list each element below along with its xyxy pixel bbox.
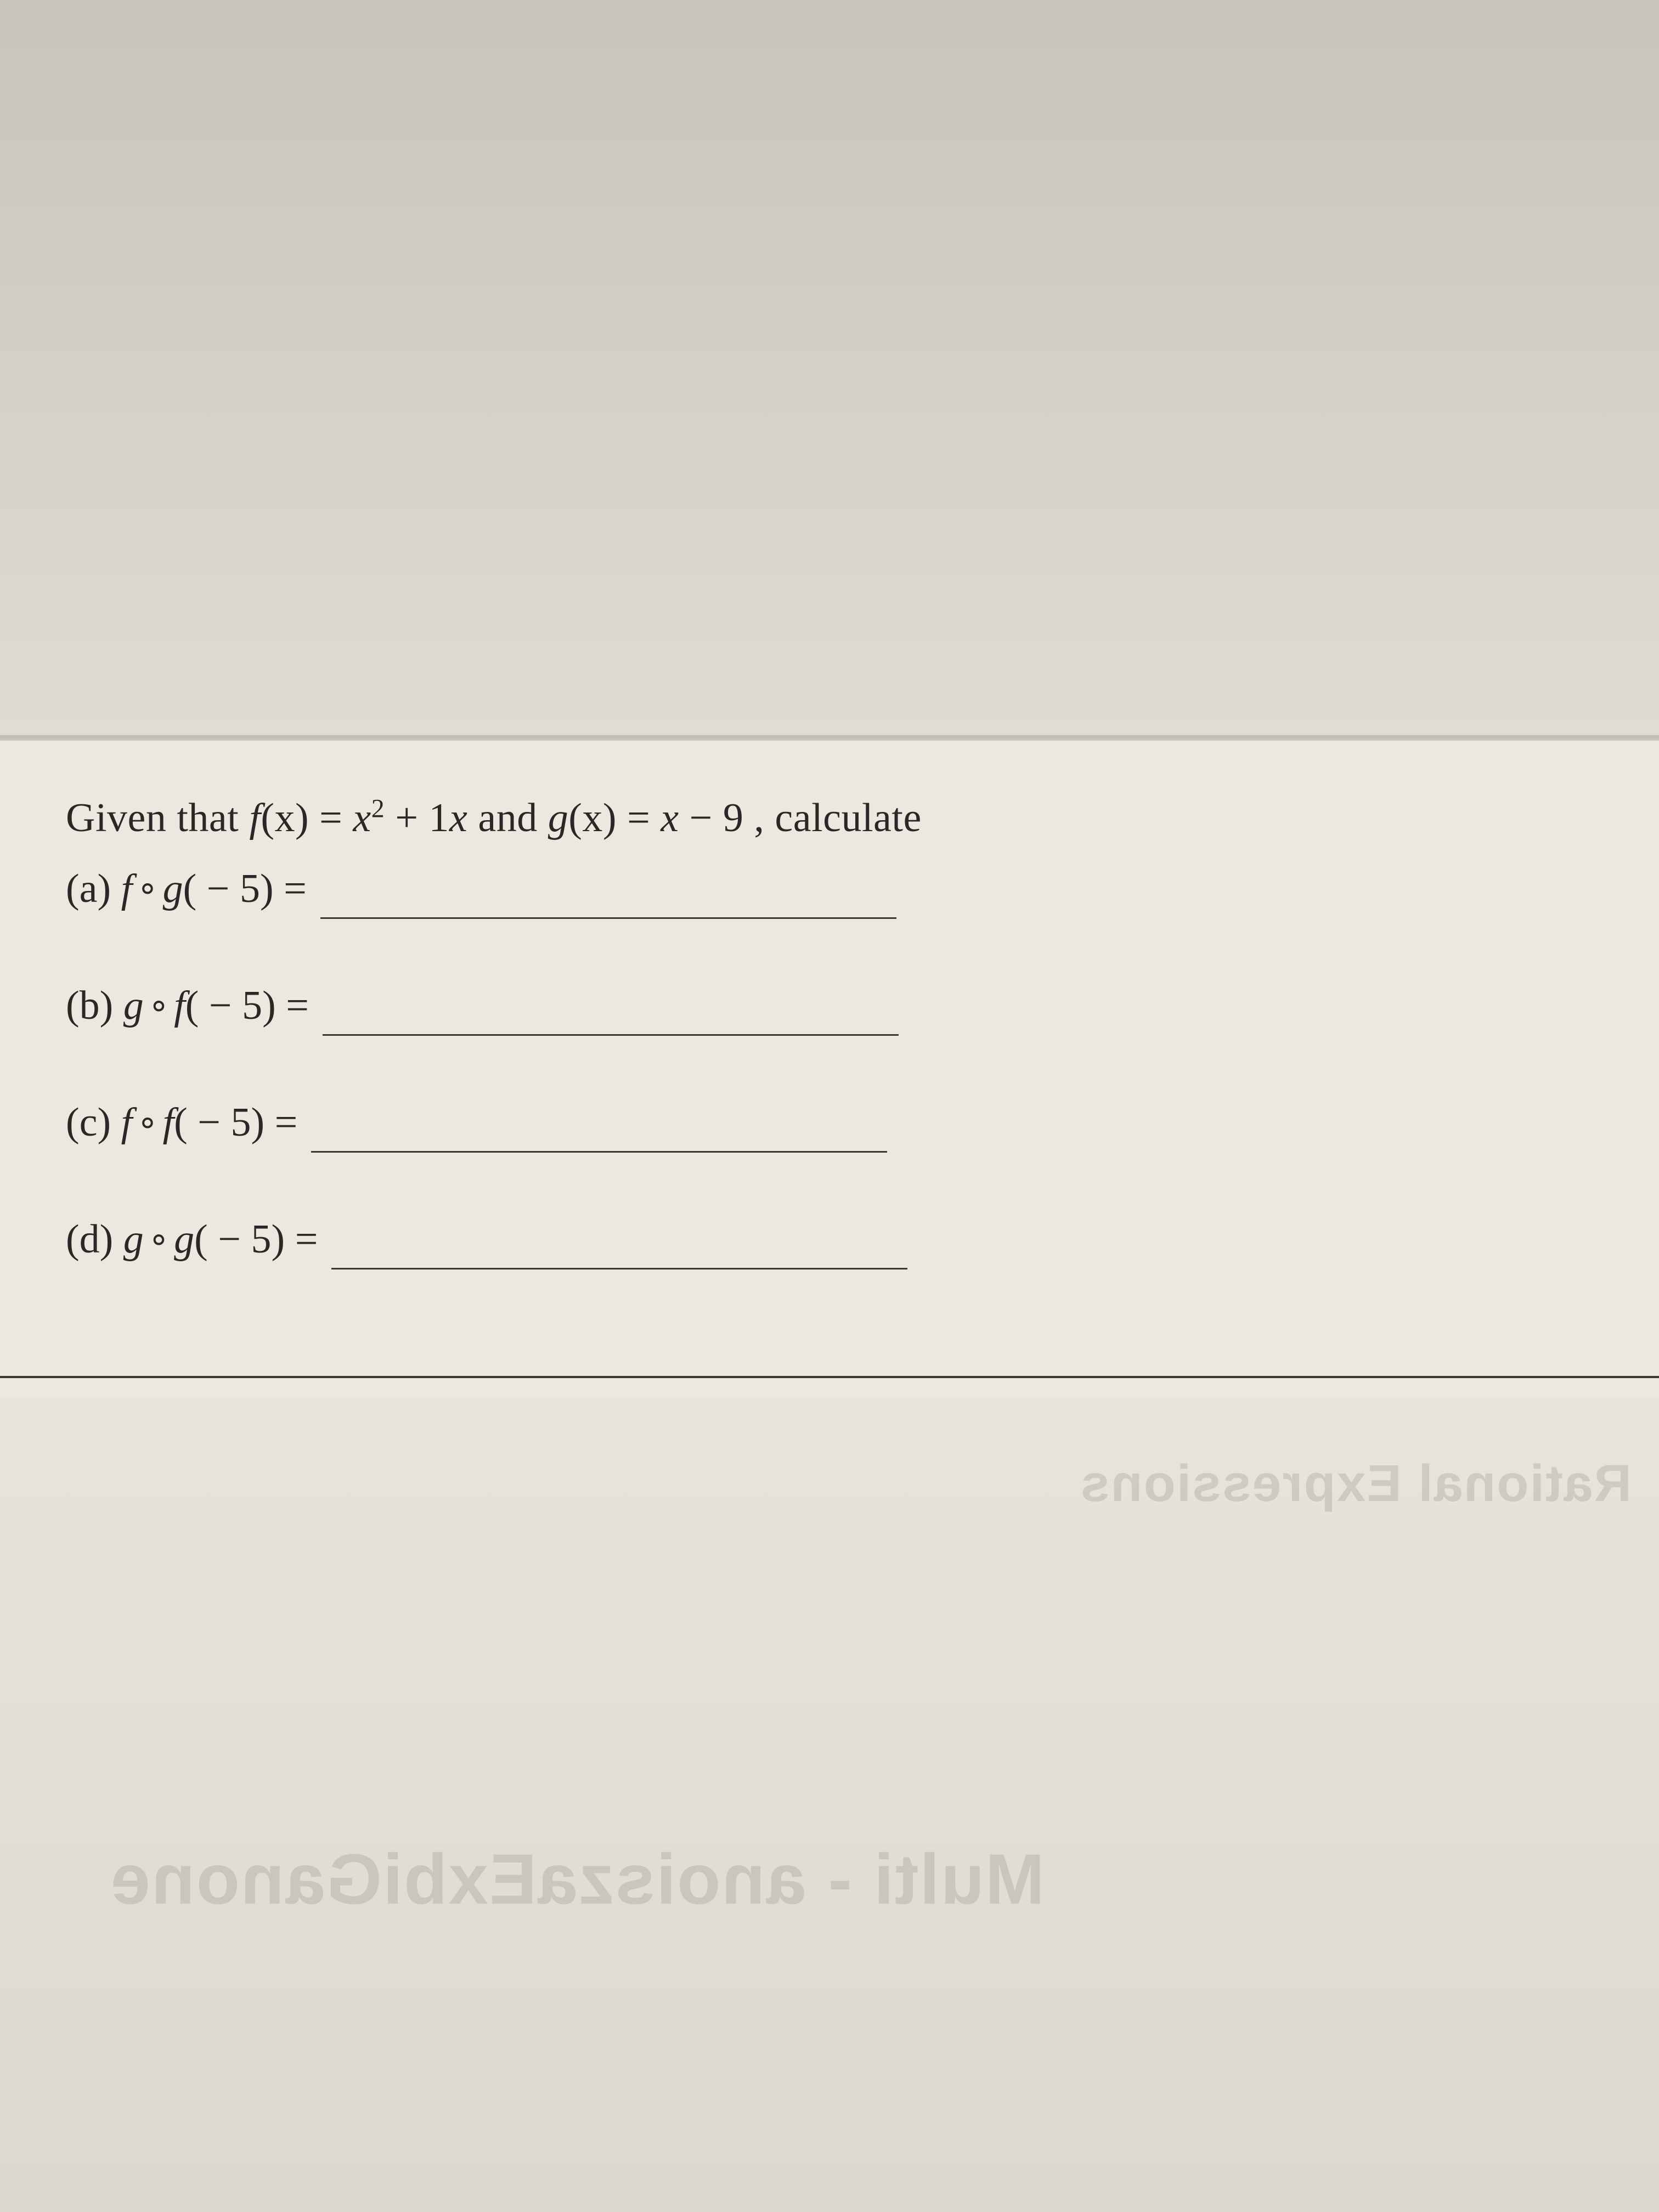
f-var: (x) — [261, 795, 309, 840]
part-d: (d) g∘g( − 5) = — [66, 1203, 1626, 1276]
b-compose: ∘ — [148, 986, 170, 1025]
a-second: g — [163, 866, 183, 911]
d-compose: ∘ — [148, 1220, 170, 1259]
part-a: (a) f∘g( − 5) = — [66, 853, 1626, 926]
equals-1: = — [309, 795, 353, 840]
c-first: f — [121, 1100, 133, 1145]
c-compose: ∘ — [137, 1103, 158, 1142]
equals-2: = — [617, 795, 661, 840]
a-compose: ∘ — [137, 869, 158, 907]
label-a: (a) — [66, 866, 121, 911]
blank-b — [323, 992, 899, 1036]
d-first: g — [123, 1217, 144, 1262]
part-b: (b) g∘f( − 5) = — [66, 969, 1626, 1042]
part-a-label: (a) f∘g( − 5) = — [66, 853, 307, 926]
a-arg: ( − 5) = — [183, 866, 307, 911]
f-def-x: x — [353, 795, 371, 840]
paper-bottom-sheet — [0, 1399, 1659, 2212]
intro-prefix: Given that — [66, 795, 249, 840]
label-d: (d) — [66, 1217, 123, 1262]
g-var: (x) — [568, 795, 617, 840]
a-first: f — [121, 866, 133, 911]
g-def-x: x — [661, 795, 679, 840]
bleed-through-text-2: Multi - anoiszaExbiGanone — [110, 1838, 1604, 1920]
horizontal-rule — [0, 1376, 1659, 1378]
f-name: f — [249, 795, 261, 840]
f-def-plus: + 1 — [385, 795, 449, 840]
g-def-rest: − 9 , calculate — [679, 795, 922, 840]
paper-top-sheet — [0, 0, 1659, 741]
b-arg: ( − 5) = — [185, 983, 309, 1028]
part-c-label: (c) f∘f( − 5) = — [66, 1086, 297, 1159]
d-arg: ( − 5) = — [194, 1217, 318, 1262]
label-c: (c) — [66, 1100, 121, 1145]
label-b: (b) — [66, 983, 123, 1028]
and-text: and — [467, 795, 548, 840]
part-b-label: (b) g∘f( − 5) = — [66, 969, 309, 1042]
blank-d — [331, 1226, 907, 1269]
blank-a — [320, 875, 896, 919]
c-second: f — [163, 1100, 174, 1145]
g-name: g — [548, 795, 569, 840]
blank-c — [311, 1109, 887, 1153]
b-first: g — [123, 983, 144, 1028]
f-def-exp: 2 — [371, 794, 385, 823]
part-d-label: (d) g∘g( − 5) = — [66, 1203, 318, 1276]
problem-statement: Given that f(x) = x2 + 1x and g(x) = x −… — [66, 790, 1626, 847]
bleed-through-text-1: Rational Expressions — [27, 1454, 1632, 1514]
f-def-x2: x — [449, 795, 467, 840]
part-c: (c) f∘f( − 5) = — [66, 1086, 1626, 1159]
problem-content: Given that f(x) = x2 + 1x and g(x) = x −… — [66, 790, 1626, 1320]
d-second: g — [174, 1217, 194, 1262]
b-second: f — [174, 983, 185, 1028]
c-arg: ( − 5) = — [174, 1100, 297, 1145]
